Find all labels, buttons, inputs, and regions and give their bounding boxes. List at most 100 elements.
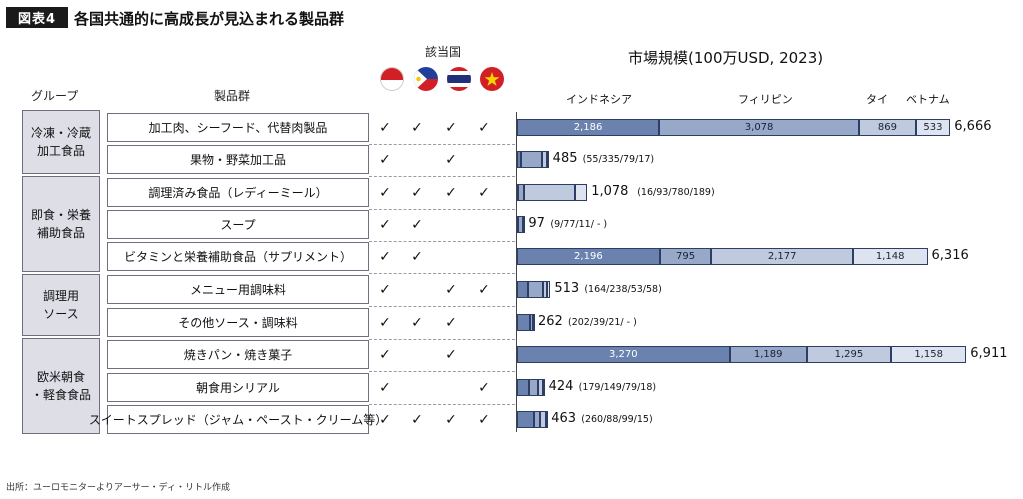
group-header: グループ [31, 89, 79, 103]
bar-segment-philippines: 3,078 [659, 119, 860, 136]
bar-breakdown-label: (202/39/21/ - ) [568, 316, 637, 328]
bar-total-label: 513 [554, 280, 580, 296]
bar-total-label: 424 [548, 378, 574, 394]
check-vietnam: ✓ [478, 281, 490, 298]
check-indonesia: ✓ [379, 346, 391, 363]
bar-total-label: 6,316 [931, 247, 969, 263]
bar-segment-vietnam [546, 411, 549, 428]
figure-title: 各国共通的に高成長が見込まれる製品群 [74, 10, 345, 28]
check-vietnam: ✓ [478, 184, 490, 201]
group-frozen: 冷凍・冷蔵 加工食品 [22, 110, 100, 174]
thailand-flag-icon [447, 67, 471, 91]
row-divider [369, 241, 515, 242]
bar-segment-philippines [518, 184, 525, 201]
row-divider [369, 371, 515, 372]
product-1: 果物・野菜加工品 [107, 145, 369, 174]
bar-segment-indonesia [517, 314, 531, 331]
bar-segment-thailand: 1,295 [806, 346, 891, 363]
bar-segment-indonesia [517, 281, 528, 298]
segment-value-label: 2,186 [573, 122, 603, 133]
bar-segment-vietnam: 1,148 [852, 248, 928, 265]
vietnam-flag-icon [480, 67, 504, 91]
bar-segment-thailand [538, 379, 544, 396]
check-vietnam: ✓ [478, 119, 490, 136]
bar-segment-thailand [524, 184, 575, 201]
check-philippines: ✓ [411, 314, 423, 331]
bar-total-label: 6,911 [970, 345, 1008, 361]
segment-value-label: 1,148 [875, 251, 905, 262]
check-thailand: ✓ [445, 119, 457, 136]
segment-value-label: 2,196 [574, 251, 603, 262]
bar-segment-vietnam [574, 184, 588, 201]
check-thailand: ✓ [445, 314, 457, 331]
indonesia-flag-icon [380, 67, 404, 91]
bar-total-label: 97 [528, 215, 545, 231]
bar-segment-indonesia [517, 151, 521, 168]
bar-total-label: 1,078 [591, 183, 629, 199]
bar-breakdown-label: (16/93/780/189) [637, 186, 715, 198]
product-0: 加工肉、シーフード、代替肉製品 [107, 113, 369, 142]
product-3: スープ [107, 210, 369, 239]
countries-header: 該当国 [425, 45, 462, 59]
group-breakfast: 欧米朝食 ・軽食食品 [22, 338, 100, 434]
product-5: メニュー用調味料 [107, 275, 369, 304]
bar-segment-philippines [528, 379, 539, 396]
bar-segment-philippines [527, 281, 544, 298]
row-divider [369, 144, 515, 145]
segment-value-label: 1,189 [753, 349, 783, 360]
bar-segment-indonesia [517, 411, 534, 428]
product-7: 焼きパン・焼き菓子 [107, 340, 369, 369]
check-indonesia: ✓ [379, 119, 391, 136]
bar-segment-thailand [523, 216, 526, 233]
bar-segment-thailand [542, 151, 548, 168]
figure-badge: 図表4 [6, 7, 68, 28]
check-indonesia: ✓ [379, 379, 391, 396]
group-ready-meals: 即食・栄養 補助食品 [22, 176, 100, 272]
bar-segment-vietnam: 1,158 [891, 346, 967, 363]
bar-segment-thailand [543, 281, 547, 298]
bar-total-label: 485 [552, 150, 578, 166]
bar-segment-philippines [533, 411, 540, 428]
check-philippines: ✓ [411, 119, 423, 136]
bar-segment-thailand: 2,177 [711, 248, 853, 265]
bar-segment-thailand: 869 [859, 119, 916, 136]
bar-segment-vietnam [547, 151, 550, 168]
segment-value-label: 533 [923, 122, 943, 133]
check-thailand: ✓ [445, 411, 457, 428]
philippines-flag-icon [414, 67, 438, 91]
bar-segment-philippines [518, 216, 524, 233]
segment-value-label: 795 [676, 251, 696, 262]
segment-value-label: 3,078 [744, 122, 774, 133]
row-divider [369, 306, 515, 307]
country-label-philippines: フィリピン [738, 93, 793, 106]
bar-total-label: 6,666 [954, 118, 992, 134]
country-label-vietnam: ベトナム [906, 93, 950, 106]
source-note: 出所：ユーロモニターよりアーサー・ディ・リトル作成 [6, 483, 231, 493]
country-label-thailand: タイ [866, 93, 888, 106]
bar-total-label: 463 [551, 410, 577, 426]
product-9: スイートスプレッド（ジャム・ペースト・クリーム等） [89, 405, 387, 434]
bar-segment-vietnam: 533 [915, 119, 951, 136]
bar-segment-indonesia: 2,196 [517, 248, 660, 265]
bar-segment-indonesia: 3,270 [517, 346, 730, 363]
bar-segment-philippines: 1,189 [729, 346, 807, 363]
row-divider [369, 273, 515, 274]
product-8: 朝食用シリアル [107, 373, 369, 402]
product-4: ビタミンと栄養補助食品（サプリメント） [107, 242, 369, 271]
segment-value-label: 869 [877, 122, 897, 133]
segment-value-label: 1,158 [914, 349, 943, 360]
bar-segment-indonesia [517, 379, 529, 396]
bar-breakdown-label: (9/77/11/ - ) [550, 218, 608, 230]
bar-breakdown-label: (55/335/79/17) [582, 153, 655, 165]
segment-value-label: 1,295 [834, 349, 864, 360]
row-divider [369, 176, 515, 177]
bar-segment-vietnam [543, 379, 546, 396]
check-philippines: ✓ [411, 184, 423, 201]
bar-total-label: 262 [538, 313, 563, 329]
check-indonesia: ✓ [379, 281, 391, 298]
bar-breakdown-label: (260/88/99/15) [581, 413, 653, 425]
check-thailand: ✓ [445, 151, 457, 168]
check-indonesia: ✓ [379, 411, 391, 428]
row-divider [369, 209, 515, 210]
bar-segment-philippines [530, 314, 533, 331]
